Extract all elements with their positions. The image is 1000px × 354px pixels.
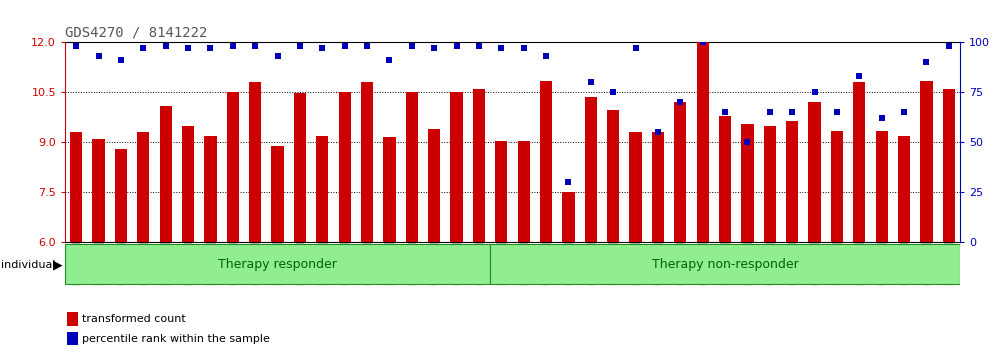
Point xyxy=(493,46,509,51)
Bar xyxy=(271,146,284,242)
Point xyxy=(381,58,397,63)
Bar xyxy=(66,332,78,346)
Text: GDS4270 / 8141222: GDS4270 / 8141222 xyxy=(65,26,207,40)
Point xyxy=(941,44,957,49)
Point xyxy=(91,54,107,59)
Text: individual: individual xyxy=(1,260,56,270)
Bar xyxy=(943,89,955,242)
Text: ▶: ▶ xyxy=(53,258,63,271)
Bar xyxy=(66,312,78,326)
Bar xyxy=(808,103,821,242)
Bar xyxy=(719,116,731,242)
Bar xyxy=(294,93,306,242)
Point xyxy=(784,110,800,115)
Point xyxy=(270,54,286,59)
Bar xyxy=(383,137,396,242)
Bar xyxy=(629,132,642,242)
Point xyxy=(404,44,420,49)
Point xyxy=(516,46,532,51)
Bar xyxy=(160,106,172,242)
Bar xyxy=(898,136,910,242)
Bar xyxy=(853,82,865,242)
Point xyxy=(292,44,308,49)
Bar xyxy=(585,97,597,242)
Point xyxy=(337,44,353,49)
Bar xyxy=(316,136,328,242)
Text: Therapy non-responder: Therapy non-responder xyxy=(652,258,798,270)
Bar xyxy=(473,89,485,242)
Point xyxy=(896,110,912,115)
Bar xyxy=(406,92,418,242)
Text: transformed count: transformed count xyxy=(82,314,186,324)
Point xyxy=(68,44,84,49)
Point xyxy=(829,110,845,115)
Point xyxy=(807,90,823,95)
Bar xyxy=(920,81,933,242)
Point xyxy=(359,44,375,49)
Point xyxy=(918,59,934,65)
Text: Therapy responder: Therapy responder xyxy=(218,258,337,270)
Bar xyxy=(741,124,754,242)
Bar xyxy=(115,149,127,242)
Point xyxy=(874,116,890,121)
Bar xyxy=(339,92,351,242)
Point xyxy=(113,58,129,63)
Bar xyxy=(674,103,686,242)
FancyBboxPatch shape xyxy=(65,244,490,284)
Point xyxy=(471,44,487,49)
Point xyxy=(762,110,778,115)
Bar xyxy=(831,131,843,242)
Point xyxy=(560,180,576,185)
Point xyxy=(449,44,465,49)
Bar xyxy=(182,126,194,242)
FancyBboxPatch shape xyxy=(490,244,960,284)
Bar xyxy=(764,126,776,242)
Bar xyxy=(137,132,149,242)
Bar xyxy=(652,132,664,242)
Point xyxy=(695,40,711,45)
Bar xyxy=(518,141,530,242)
Point xyxy=(851,74,867,79)
Bar xyxy=(92,139,105,242)
Bar xyxy=(495,141,507,242)
Point xyxy=(538,54,554,59)
Bar xyxy=(70,132,82,242)
Bar xyxy=(540,81,552,242)
Bar xyxy=(428,129,440,242)
Point xyxy=(628,46,644,51)
Point xyxy=(426,46,442,51)
Point xyxy=(717,110,733,115)
Point xyxy=(605,90,621,95)
Point xyxy=(672,100,688,105)
Bar xyxy=(450,92,463,242)
Bar xyxy=(204,136,217,242)
Bar xyxy=(697,42,709,242)
Bar xyxy=(249,82,261,242)
Bar xyxy=(227,92,239,242)
Bar xyxy=(786,121,798,242)
Point xyxy=(225,44,241,49)
Point xyxy=(583,80,599,85)
Bar xyxy=(607,110,619,242)
Point xyxy=(247,44,263,49)
Point xyxy=(158,44,174,49)
Bar xyxy=(361,82,373,242)
Point xyxy=(650,130,666,135)
Point xyxy=(739,140,755,145)
Point xyxy=(314,46,330,51)
Text: percentile rank within the sample: percentile rank within the sample xyxy=(82,333,270,344)
Point xyxy=(135,46,151,51)
Bar xyxy=(876,131,888,242)
Bar xyxy=(562,193,575,242)
Point xyxy=(180,46,196,51)
Point xyxy=(202,46,218,51)
